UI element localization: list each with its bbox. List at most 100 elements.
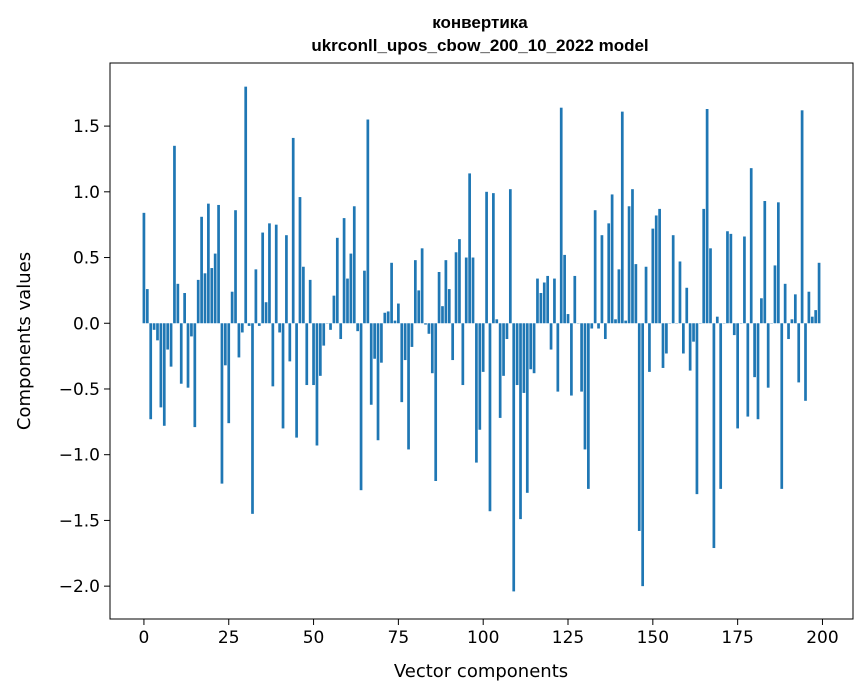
bar-19 [207, 203, 210, 324]
bar-142 [624, 320, 628, 324]
bar-60 [346, 278, 349, 324]
bar-24 [223, 323, 227, 366]
bar-156 [671, 235, 675, 324]
bar-158 [678, 261, 682, 324]
bar-76 [400, 323, 404, 403]
bar-116 [536, 278, 539, 324]
bar-106 [502, 323, 505, 376]
bar-122 [556, 323, 560, 392]
bar-41 [281, 323, 285, 429]
bar-118 [542, 282, 546, 324]
bar-1 [145, 289, 149, 324]
bar-175 [736, 323, 739, 429]
bar-92 [454, 252, 458, 324]
bar-69 [376, 323, 380, 441]
bar-163 [695, 323, 699, 495]
bar-84 [427, 323, 431, 334]
bar-140 [617, 269, 621, 324]
bar-110 [515, 323, 519, 386]
x-tick-label: 175 [721, 628, 753, 648]
y-tick-label: −1.0 [59, 446, 100, 466]
bar-123 [559, 107, 563, 324]
bar-144 [631, 189, 634, 324]
bar-81 [417, 290, 421, 324]
bar-23 [220, 323, 224, 484]
bar-5 [159, 323, 163, 408]
bar-55 [329, 323, 332, 330]
bar-124 [563, 254, 566, 324]
bar-179 [749, 168, 753, 324]
bar-134 [597, 323, 600, 329]
bar-151 [654, 215, 658, 324]
y-axis-ticks: −2.0 −1.5 −1.0 −0.5 0.0 0.5 1.0 1.5 [59, 117, 110, 597]
bar-186 [773, 265, 777, 324]
bar-35 [261, 232, 265, 324]
bar-173 [729, 233, 733, 324]
bar-193 [797, 323, 801, 383]
bar-197 [810, 316, 814, 324]
bar-10 [176, 283, 180, 324]
bar-70 [380, 323, 383, 363]
bar-129 [580, 323, 583, 392]
bar-167 [709, 248, 712, 324]
bar-90 [447, 289, 451, 324]
bar-127 [573, 275, 577, 324]
bar-65 [363, 270, 366, 324]
bar-39 [274, 224, 278, 324]
bar-58 [339, 323, 343, 340]
chart-subtitle: ukrconll_upos_cbow_200_10_2022 model [311, 36, 648, 55]
bar-169 [715, 316, 719, 324]
bar-0 [142, 212, 146, 324]
bar-75 [397, 303, 400, 324]
bar-49 [308, 279, 312, 324]
bar-100 [481, 323, 485, 372]
x-tick-label: 200 [806, 628, 838, 648]
bar-22 [217, 204, 220, 324]
bar-32 [251, 323, 254, 514]
bar-148 [644, 266, 648, 324]
x-tick-label: 50 [303, 628, 325, 648]
bar-194 [800, 110, 804, 324]
bar-187 [777, 202, 780, 324]
bar-162 [692, 323, 695, 342]
bar-43 [288, 323, 292, 362]
bar-16 [196, 279, 200, 324]
bar-143 [627, 206, 631, 324]
bar-159 [682, 323, 685, 354]
x-tick-label: 25 [218, 628, 240, 648]
y-tick-label: 1.0 [73, 183, 100, 203]
bar-133 [593, 210, 597, 324]
x-tick-label: 0 [139, 628, 150, 648]
bar-188 [780, 323, 784, 489]
y-tick-label: −1.5 [59, 511, 100, 531]
bar-79 [410, 323, 414, 347]
bar-62 [352, 206, 356, 324]
bar-74 [393, 320, 397, 324]
bar-138 [610, 194, 614, 324]
x-tick-label: 125 [552, 628, 584, 648]
bar-57 [335, 237, 339, 324]
bar-104 [495, 319, 499, 324]
bar-97 [471, 257, 475, 324]
bar-168 [712, 323, 716, 549]
bar-192 [793, 294, 797, 324]
bar-14 [190, 323, 193, 337]
bar-177 [743, 236, 746, 324]
bar-165 [702, 208, 706, 324]
y-axis-label: Components values [14, 252, 35, 430]
bar-114 [529, 323, 533, 370]
bar-33 [254, 269, 258, 324]
bar-93 [458, 239, 461, 324]
bar-181 [756, 323, 760, 420]
bar-48 [305, 323, 309, 386]
bar-51 [315, 323, 319, 446]
bar-94 [461, 323, 465, 386]
bar-88 [441, 306, 444, 324]
bar-96 [468, 173, 471, 324]
bar-115 [532, 323, 536, 374]
bar-63 [356, 323, 360, 332]
bar-89 [444, 260, 448, 324]
bar-53 [322, 323, 326, 346]
bar-29 [240, 323, 244, 333]
